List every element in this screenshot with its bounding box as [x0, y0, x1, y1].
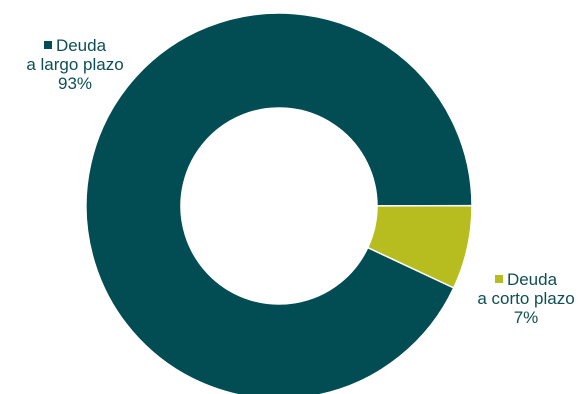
long-term-label-line2: a largo plazo [26, 55, 124, 74]
short-term-percent: 7% [513, 308, 539, 327]
legend-swatch-short-term [494, 275, 503, 283]
donut-slice-short-term [366, 204, 473, 289]
slice-label-short-term: Deuda a corto plazo 7% [468, 270, 584, 327]
legend-swatch-long-term [43, 41, 52, 49]
donut-slice-long-term [85, 12, 473, 394]
long-term-label-line1: Deuda [55, 36, 107, 55]
long-term-percent: 93% [57, 74, 93, 93]
donut-slices [85, 12, 473, 394]
slice-label-long-term: Deuda a largo plazo 93% [8, 36, 142, 93]
short-term-label-line2: a corto plazo [477, 289, 575, 308]
short-term-label-line1: Deuda [506, 270, 558, 289]
